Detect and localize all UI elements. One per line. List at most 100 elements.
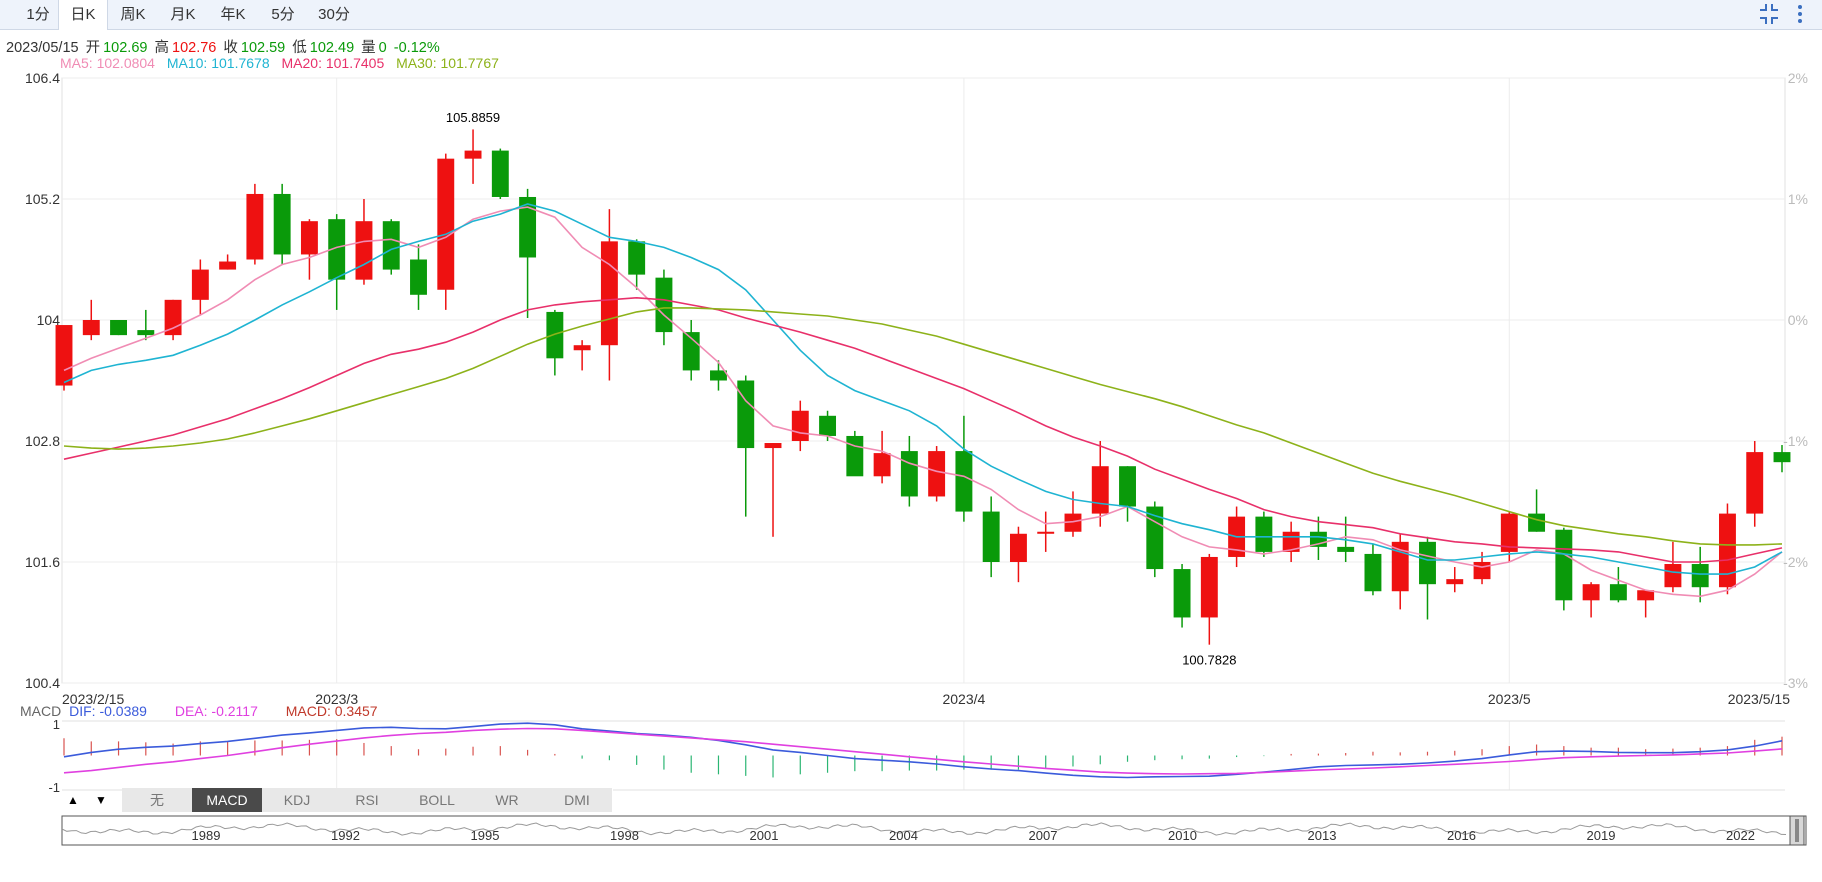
candle-body [546,311,564,359]
navigator-year-label: 2004 [889,828,918,843]
candle-body [955,451,973,512]
navigator-year-label: 2007 [1029,828,1058,843]
pct-tick-label: -3% [1783,675,1808,691]
price-annotation: 105.8859 [446,110,500,125]
candle-body [355,221,373,280]
candle-body [1091,466,1109,514]
candle-body [573,345,591,351]
candle-body [682,332,700,371]
candle-body [1255,516,1273,552]
candle-body [846,435,864,477]
dif-legend: DIF: -0.0389 [69,703,147,719]
candle-body [1228,516,1246,557]
candle-body [791,410,809,441]
indicator-button-boll[interactable]: BOLL [402,788,473,812]
tab-2[interactable]: 日K [58,0,108,30]
indicator-button-wr[interactable]: WR [472,788,543,812]
navigator-year-label: 1995 [471,828,500,843]
arrow-down-button[interactable]: ▼ [95,793,107,807]
tab-5[interactable]: 年K [220,6,246,23]
candle-body [600,241,618,346]
candle-body [982,511,1000,562]
tab-3[interactable]: 周K [120,6,146,23]
volume-value: 0 [378,40,387,56]
tab-1[interactable]: 1分 [26,6,50,23]
pct-tick-label: 0% [1788,312,1808,328]
candle-body [1664,564,1682,588]
navigator-handle [1789,815,1805,846]
candle-body [410,259,427,295]
candle-body [191,269,209,300]
macd-y-tick: -1 [48,780,60,795]
quote-date: 2023/05/15 [6,40,79,56]
shrink-icon[interactable] [1756,4,1782,24]
more-vertical-icon[interactable] [1792,4,1808,24]
candle-body [1037,531,1055,534]
open-label: 开 [85,40,101,56]
candle-body [1773,452,1791,463]
navigator-year-label: 1989 [192,828,221,843]
candle-body [1173,569,1191,618]
candle-body [628,241,646,275]
price-annotation: 100.7828 [1182,652,1236,667]
y-tick-label: 105.2 [25,191,60,207]
candle-body [246,193,264,260]
navigator-year-label: 2010 [1168,828,1197,843]
tab-4[interactable]: 月K [170,6,196,23]
navigator-handle-grip [1795,819,1799,842]
candle-body [737,380,755,449]
candle-body [300,221,318,255]
x-tick-label: 2023/4 [942,691,985,707]
candle-body [1309,531,1327,547]
period-tab-bar: 1分 日K 周K 月K 年K 5分 30分 [0,0,1822,30]
close-label: 收 [223,40,238,56]
volume-label: 量 [361,40,376,56]
candle-body [764,443,782,449]
candle-body [1691,564,1709,588]
candle-body [55,325,73,386]
candle-body [110,320,127,336]
y-tick-label: 100.4 [25,675,60,691]
navigator-year-label: 2016 [1447,828,1476,843]
pct-tick-label: 2% [1788,70,1808,86]
close-value: 102.59 [240,40,286,56]
candle-body [1473,562,1491,580]
candle-body [1419,541,1436,585]
navigator-year-label: 2022 [1726,828,1755,843]
candle-body [1337,546,1355,552]
candle-body [328,219,346,280]
candle-body [137,330,155,336]
arrow-up-button[interactable]: ▲ [67,793,79,807]
candle-body [1200,556,1218,618]
x-tick-label: 2023/5/15 [1728,691,1790,707]
low-label: 低 [292,40,307,56]
change-value: -0.12% [393,40,440,56]
indicator-button-kdj[interactable]: KDJ [262,788,333,812]
indicator-button-rsi[interactable]: RSI [332,788,403,812]
navigator-frame [61,815,1807,846]
navigator-year-label: 1998 [610,828,639,843]
ma-line-ma5 [63,206,1783,598]
dea-line [63,727,1783,775]
ma-line-ma20 [63,296,1783,563]
tab-7[interactable]: 30分 [318,6,350,23]
candle-body [873,453,891,477]
navigator-year-label: 2013 [1308,828,1337,843]
ma-legend: MA5: 102.0804 MA10: 101.7678 MA20: 101.7… [60,55,507,71]
candle-body [1064,513,1082,532]
candle-body [1009,533,1027,562]
ma-line-ma10 [63,203,1783,575]
candle-body [900,451,918,497]
candle-body [1555,529,1573,601]
candle-body [464,150,482,159]
tab-6[interactable]: 5分 [271,6,295,23]
indicator-button-macd[interactable]: MACD [192,788,263,812]
candle-body [437,158,455,290]
ma10-legend: MA10: 101.7678 [166,55,270,71]
indicator-button-dmi[interactable]: DMI [542,788,613,812]
indicator-button-无[interactable]: 无 [122,788,193,812]
candle-body [273,193,291,255]
macd-value-legend: MACD: 0.3457 [285,703,378,719]
y-tick-label: 101.6 [25,554,60,570]
